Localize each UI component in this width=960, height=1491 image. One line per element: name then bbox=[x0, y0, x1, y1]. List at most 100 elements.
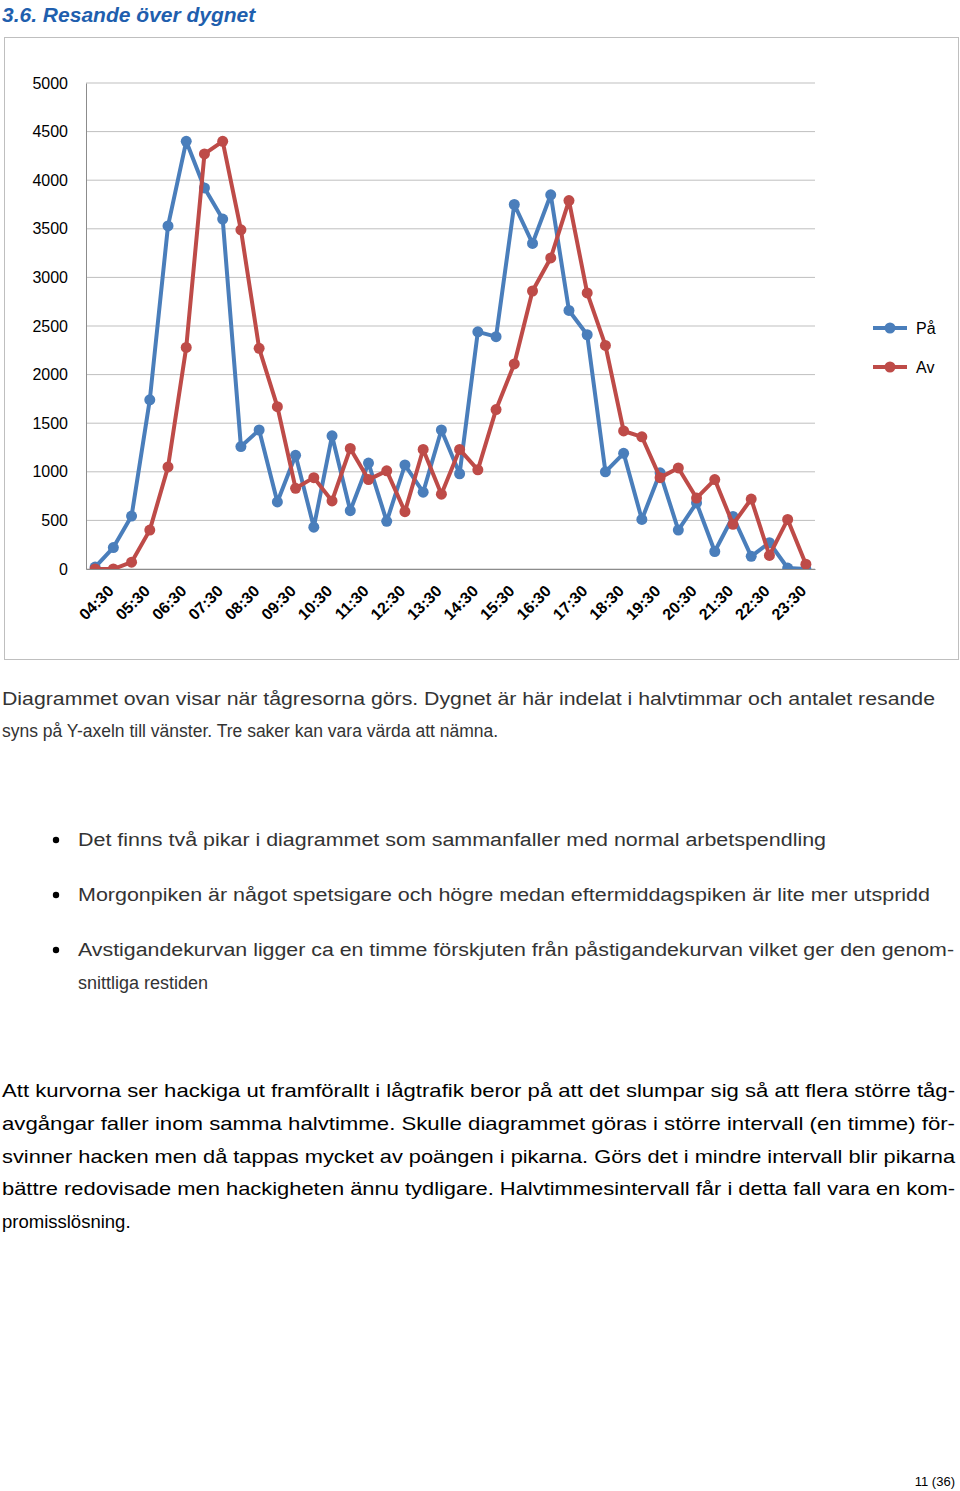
grid-line bbox=[86, 83, 815, 84]
series-point bbox=[381, 465, 392, 476]
series-point bbox=[381, 516, 392, 527]
x-tick: 18:30 bbox=[586, 569, 627, 623]
x-tick-label: 14:30 bbox=[440, 582, 481, 623]
caption-line: Diagrammet ovan visar när tågresorna gör… bbox=[2, 689, 935, 709]
series-point bbox=[472, 326, 483, 337]
series-group bbox=[90, 136, 812, 569]
x-tick-label: 15:30 bbox=[477, 582, 518, 623]
bullet-list: Det finns två pikar i diagrammet som sam… bbox=[53, 830, 954, 993]
x-tick-label: 21:30 bbox=[695, 582, 736, 623]
series-point bbox=[782, 514, 793, 525]
series-point bbox=[235, 441, 246, 452]
x-tick-label: 13:30 bbox=[404, 582, 445, 623]
series-point bbox=[582, 287, 593, 298]
series-point bbox=[308, 522, 319, 533]
series-point bbox=[454, 444, 465, 455]
series-point bbox=[436, 425, 447, 436]
y-tick: 500 bbox=[41, 512, 86, 529]
series-point bbox=[746, 494, 757, 505]
bullet-item: Det finns två pikar i diagrammet som sam… bbox=[53, 830, 826, 850]
series-point bbox=[418, 444, 429, 455]
y-tick: 2000 bbox=[32, 366, 86, 383]
bullet-text: Morgonpiken är något spetsigare och högr… bbox=[78, 885, 930, 905]
grid-line bbox=[86, 131, 815, 132]
series-point bbox=[454, 468, 465, 479]
chart-frame bbox=[5, 38, 959, 660]
legend: PåAv bbox=[873, 320, 936, 376]
y-tick: 1000 bbox=[32, 463, 86, 480]
x-tick-label: 10:30 bbox=[295, 582, 336, 623]
heading: 3.6. Resande över dygnet bbox=[2, 3, 256, 26]
series-point bbox=[491, 331, 502, 342]
series-point bbox=[181, 342, 192, 353]
series-point bbox=[636, 514, 647, 525]
x-tick: 10:30 bbox=[295, 569, 336, 623]
x-tick-label: 09:30 bbox=[258, 582, 299, 623]
x-tick: 12:30 bbox=[367, 569, 408, 623]
x-tick: 09:30 bbox=[258, 569, 299, 623]
series-point bbox=[399, 459, 410, 470]
series-point bbox=[800, 559, 811, 569]
series-point bbox=[108, 542, 119, 553]
grid-line bbox=[86, 520, 815, 521]
series bbox=[90, 136, 812, 569]
legend-label: Av bbox=[916, 359, 934, 376]
x-tick-label: 18:30 bbox=[586, 582, 627, 623]
y-tick-label: 1500 bbox=[32, 415, 68, 432]
x-tick: 13:30 bbox=[404, 569, 445, 623]
series-point bbox=[746, 551, 757, 562]
series-point bbox=[673, 525, 684, 536]
series-point bbox=[582, 329, 593, 340]
x-tick-label: 19:30 bbox=[623, 582, 664, 623]
x-axis-line bbox=[87, 569, 816, 570]
series-point bbox=[126, 557, 137, 568]
series-point bbox=[782, 563, 793, 569]
x-tick-label: 12:30 bbox=[367, 582, 408, 623]
x-tick-label: 20:30 bbox=[659, 582, 700, 623]
y-tick-label: 4500 bbox=[32, 123, 68, 140]
series-point bbox=[199, 148, 210, 159]
y-tick-label: 500 bbox=[41, 512, 68, 529]
grid-line bbox=[86, 569, 815, 570]
y-tick: 4500 bbox=[32, 123, 86, 140]
paragraph-line: svinner hacken men då tappas mycket av p… bbox=[2, 1146, 956, 1167]
series-point bbox=[272, 496, 283, 507]
series-point bbox=[472, 464, 483, 475]
caption: Diagrammet ovan visar när tågresorna gör… bbox=[2, 689, 935, 741]
x-tick-label: 16:30 bbox=[513, 582, 554, 623]
x-tick: 15:30 bbox=[477, 569, 518, 623]
y-axis: 0500100015002000250030003500400045005000 bbox=[32, 75, 86, 578]
grid-line bbox=[86, 180, 815, 181]
series-point bbox=[527, 238, 538, 249]
grid-line bbox=[86, 423, 815, 424]
series-point bbox=[327, 430, 338, 441]
series-point bbox=[600, 340, 611, 351]
x-tick: 06:30 bbox=[149, 569, 190, 623]
y-tick: 3500 bbox=[32, 220, 86, 237]
series-point bbox=[363, 474, 374, 485]
series-point bbox=[563, 195, 574, 206]
bullet-text: Det finns två pikar i diagrammet som sam… bbox=[78, 830, 826, 850]
series-point bbox=[108, 564, 119, 570]
y-tick: 3000 bbox=[32, 269, 86, 286]
legend-marker bbox=[885, 323, 896, 334]
y-tick-label: 3000 bbox=[32, 269, 68, 286]
x-tick-label: 22:30 bbox=[732, 582, 773, 623]
series-point bbox=[126, 511, 137, 522]
x-tick-label: 05:30 bbox=[112, 582, 153, 623]
y-tick: 5000 bbox=[32, 75, 86, 92]
series-point bbox=[709, 474, 720, 485]
bullet-item: Morgonpiken är något spetsigare och högr… bbox=[53, 885, 930, 905]
series-point bbox=[709, 546, 720, 557]
series-point bbox=[217, 136, 228, 147]
y-tick-label: 2500 bbox=[32, 318, 68, 335]
series-point bbox=[509, 199, 520, 210]
series-point bbox=[563, 305, 574, 316]
series-point bbox=[217, 214, 228, 225]
x-tick: 19:30 bbox=[623, 569, 664, 623]
grid-line bbox=[86, 228, 815, 229]
series-point bbox=[764, 550, 775, 561]
series-point bbox=[618, 448, 629, 459]
series-point bbox=[181, 136, 192, 147]
legend-item: Av bbox=[873, 359, 934, 376]
